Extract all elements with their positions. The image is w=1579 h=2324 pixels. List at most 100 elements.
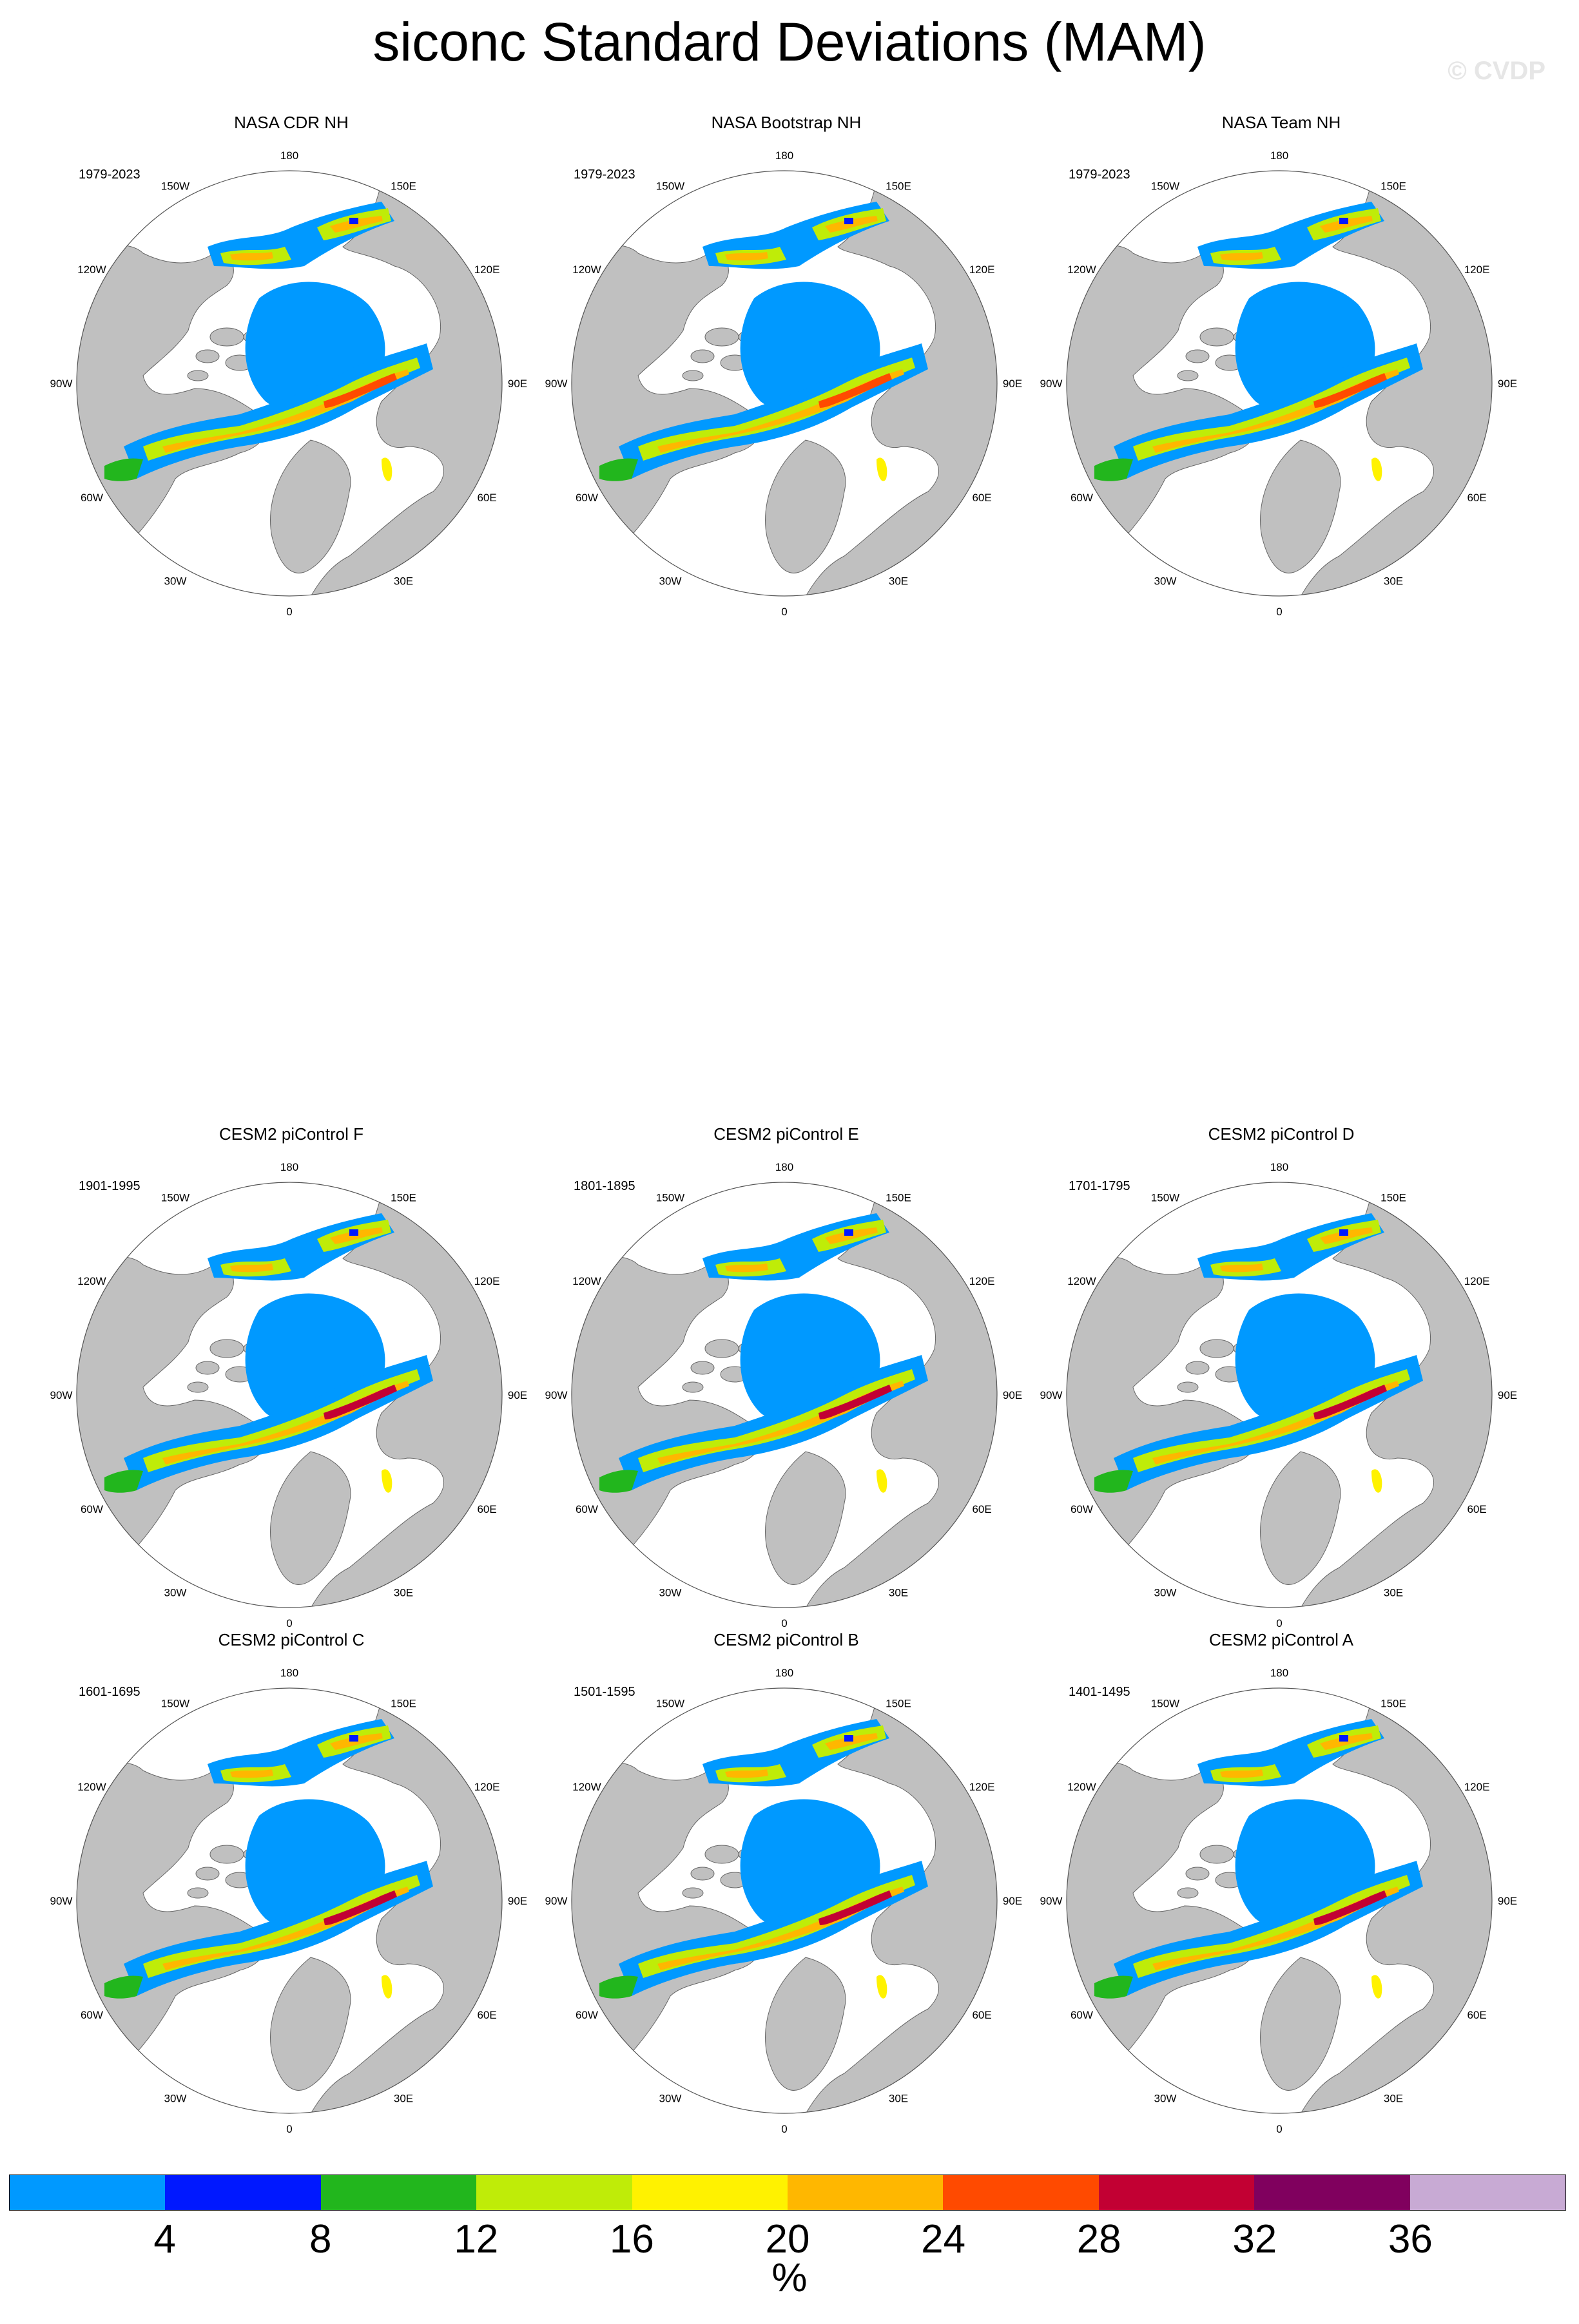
longitude-label: 120E (969, 264, 995, 276)
longitude-label: 30E (889, 1587, 908, 1599)
panel-title: CESM2 piControl E (713, 1124, 859, 1144)
colorbar-swatch (1254, 2175, 1410, 2210)
polar-map: 180 150E 120E 90E 60E 30E 0 30W 60W 90W 120W 150W (50, 1667, 528, 2135)
longitude-label: 150W (1151, 180, 1179, 192)
longitude-label: 150E (391, 1697, 416, 1709)
longitude-label: 120W (77, 1781, 106, 1793)
colorbar-tick-label: 32 (1232, 2217, 1277, 2262)
colorbar-swatch (476, 2175, 632, 2210)
polar-map: 180 150E 120E 90E 60E 30E 0 30W 60W 90W 120W 150W (1040, 149, 1518, 618)
colorbar-tick-label: 24 (921, 2217, 966, 2262)
polar-map: 180 150E 120E 90E 60E 30E 0 30W 60W 90W 120W 150W (545, 1161, 1023, 1629)
longitude-label: 90W (50, 1895, 73, 1907)
longitude-label: 120W (77, 1275, 106, 1287)
map-panel: 180 150E 120E 90E 60E 30E 0 30W 60W 90W 120W 150W NA… (541, 113, 1031, 618)
longitude-label: 180 (775, 149, 793, 162)
longitude-label: 180 (775, 1161, 793, 1173)
colorbar-tick-label: 4 (153, 2217, 176, 2262)
colorbar-tick-label: 12 (454, 2217, 499, 2262)
map-panel: 180 150E 120E 90E 60E 30E 0 30W 60W 90W 120W 150W CE… (1036, 1630, 1526, 2135)
panel-title: CESM2 piControl C (218, 1630, 365, 1649)
longitude-label: 90E (1003, 1389, 1022, 1401)
longitude-label: 90W (1040, 1389, 1063, 1401)
polar-map: 180 150E 120E 90E 60E 30E 0 30W 60W 90W 120W 150W (1040, 1161, 1518, 1629)
panel-title: CESM2 piControl F (219, 1124, 363, 1144)
longitude-label: 60E (1467, 492, 1486, 504)
longitude-label: 30W (164, 575, 187, 588)
longitude-label: 180 (1270, 1667, 1288, 1679)
panel-years: 1979-2023 (574, 168, 635, 182)
longitude-label: 180 (280, 149, 298, 162)
longitude-label: 180 (280, 1161, 298, 1173)
longitude-label: 0 (286, 1617, 292, 1629)
longitude-label: 30E (394, 2093, 413, 2105)
longitude-label: 60E (477, 2009, 496, 2021)
map-content (77, 171, 502, 596)
longitude-label: 90E (1498, 1895, 1517, 1907)
map-content (1067, 1182, 1492, 1608)
longitude-label: 150W (161, 1191, 189, 1204)
colorbar-swatch (1409, 2175, 1566, 2210)
map-panel: 180 150E 120E 90E 60E 30E 0 30W 60W 90W 120W 150W CE… (46, 1124, 536, 1629)
colorbar-tick-label: 28 (1076, 2217, 1121, 2262)
longitude-label: 60E (1467, 1503, 1486, 1515)
panel-title: CESM2 piControl D (1208, 1124, 1355, 1144)
longitude-label: 90E (1003, 1895, 1022, 1907)
longitude-label: 150W (1151, 1697, 1179, 1709)
longitude-label: 90E (508, 378, 527, 390)
polar-map: 180 150E 120E 90E 60E 30E 0 30W 60W 90W 120W 150W (545, 149, 1023, 618)
figure-title: siconc Standard Deviations (MAM) (373, 12, 1206, 72)
longitude-label: 150W (656, 1697, 684, 1709)
panel-title: NASA Bootstrap NH (711, 113, 862, 132)
longitude-label: 120W (77, 264, 106, 276)
polar-map: 180 150E 120E 90E 60E 30E 0 30W 60W 90W 120W 150W (50, 1161, 528, 1629)
longitude-label: 150E (391, 1191, 416, 1204)
longitude-label: 90W (545, 378, 568, 390)
longitude-label: 150E (391, 180, 416, 192)
colorbar-tick-label: 8 (309, 2217, 332, 2262)
longitude-label: 120E (474, 1275, 500, 1287)
longitude-label: 30W (1154, 2093, 1177, 2105)
colorbar-tick-label: 16 (609, 2217, 654, 2262)
colorbar-swatch (320, 2175, 477, 2210)
longitude-label: 60E (972, 1503, 991, 1515)
longitude-label: 0 (1276, 1617, 1282, 1629)
longitude-label: 60W (81, 492, 103, 504)
longitude-label: 180 (775, 1667, 793, 1679)
longitude-label: 60E (477, 492, 496, 504)
panel-years: 1501-1595 (574, 1685, 635, 1699)
longitude-label: 90W (545, 1895, 568, 1907)
longitude-label: 90W (545, 1389, 568, 1401)
longitude-label: 30E (889, 575, 908, 588)
panel-years: 1601-1695 (79, 1685, 140, 1699)
longitude-label: 120E (474, 1781, 500, 1793)
colorbar-swatch (788, 2175, 944, 2210)
map-panel: 180 150E 120E 90E 60E 30E 0 30W 60W 90W 120W 150W NA… (1036, 113, 1526, 618)
longitude-label: 30W (1154, 575, 1177, 588)
longitude-label: 120W (572, 1781, 601, 1793)
longitude-label: 60E (477, 1503, 496, 1515)
polar-map: 180 150E 120E 90E 60E 30E 0 30W 60W 90W 120W 150W (1040, 1667, 1518, 2135)
colorbar (9, 2175, 1566, 2211)
longitude-label: 90E (1003, 378, 1022, 390)
longitude-label: 60E (972, 492, 991, 504)
longitude-label: 150W (161, 180, 189, 192)
longitude-label: 150W (161, 1697, 189, 1709)
longitude-label: 60W (81, 2009, 103, 2021)
map-content (572, 171, 997, 596)
colorbar-swatch (943, 2175, 1099, 2210)
longitude-label: 90E (508, 1895, 527, 1907)
longitude-label: 120E (1464, 1781, 1490, 1793)
longitude-label: 150E (886, 1191, 911, 1204)
longitude-label: 30E (1384, 1587, 1403, 1599)
map-panel: 180 150E 120E 90E 60E 30E 0 30W 60W 90W 120W 150W CE… (1036, 1124, 1526, 1629)
map-content (77, 1182, 502, 1608)
longitude-label: 150W (656, 180, 684, 192)
longitude-label: 150W (656, 1191, 684, 1204)
longitude-label: 60W (1070, 492, 1093, 504)
panel-years: 1401-1495 (1069, 1685, 1130, 1699)
longitude-label: 30W (1154, 1587, 1177, 1599)
longitude-label: 90E (508, 1389, 527, 1401)
map-content (77, 1688, 502, 2113)
longitude-label: 30E (1384, 575, 1403, 588)
